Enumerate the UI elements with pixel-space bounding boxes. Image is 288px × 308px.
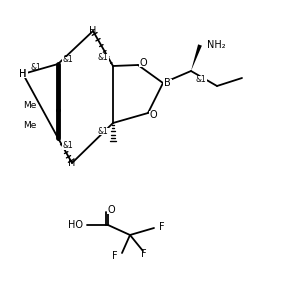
Text: &1: &1 — [31, 63, 41, 71]
Text: F: F — [141, 249, 147, 259]
FancyBboxPatch shape — [107, 206, 115, 213]
FancyBboxPatch shape — [139, 59, 147, 67]
Text: HO: HO — [68, 220, 83, 230]
Text: &1: &1 — [62, 141, 73, 151]
Text: H: H — [19, 69, 27, 79]
FancyBboxPatch shape — [162, 79, 171, 87]
FancyBboxPatch shape — [97, 54, 109, 60]
Text: NH₂: NH₂ — [207, 40, 226, 50]
Text: &1: &1 — [196, 75, 206, 83]
FancyBboxPatch shape — [18, 70, 27, 78]
Text: F: F — [159, 222, 165, 232]
Text: B: B — [164, 78, 170, 88]
FancyBboxPatch shape — [149, 111, 158, 119]
Polygon shape — [191, 44, 202, 71]
Text: F: F — [112, 251, 118, 261]
FancyBboxPatch shape — [62, 143, 74, 149]
Text: O: O — [107, 205, 115, 215]
FancyBboxPatch shape — [97, 128, 109, 135]
Text: H: H — [19, 69, 27, 79]
Text: Me: Me — [23, 120, 37, 129]
Text: O: O — [139, 58, 147, 68]
Text: O: O — [149, 110, 157, 120]
Text: &1: &1 — [98, 127, 108, 136]
FancyBboxPatch shape — [62, 56, 74, 63]
FancyBboxPatch shape — [195, 75, 207, 83]
Text: H: H — [68, 158, 76, 168]
Text: H: H — [89, 26, 97, 36]
Text: &1: &1 — [62, 55, 73, 64]
Text: &1: &1 — [98, 52, 108, 62]
Text: Me: Me — [23, 100, 37, 110]
